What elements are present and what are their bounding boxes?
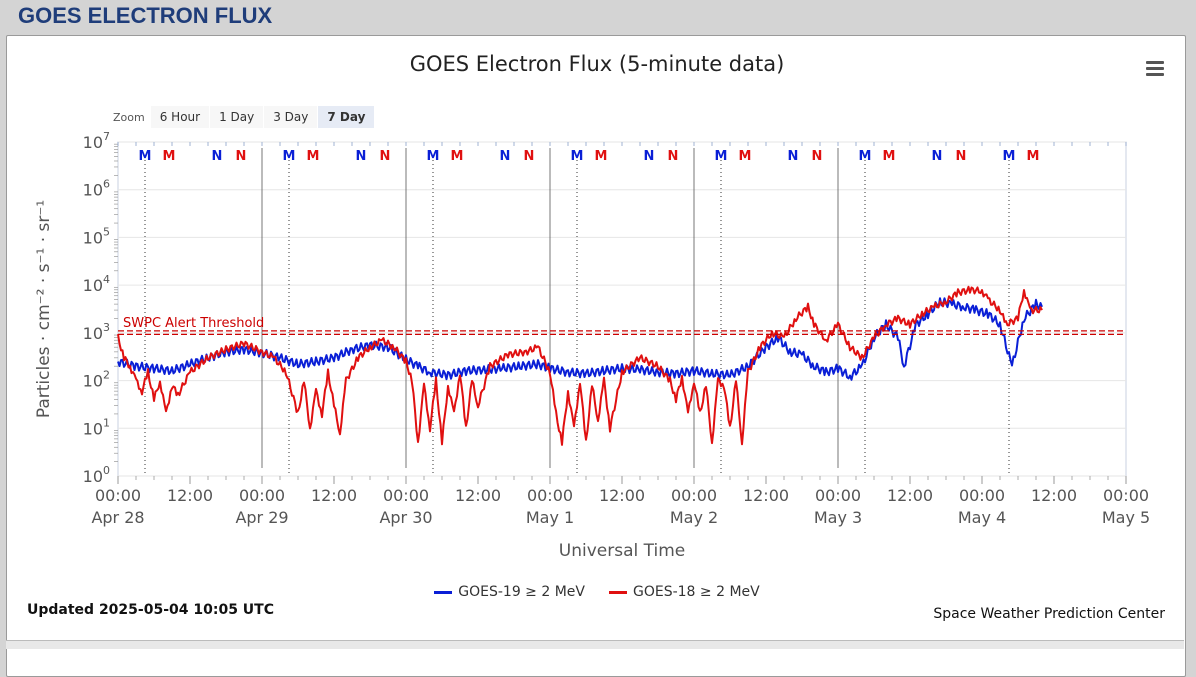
- x-tick-time-label: 00:00: [95, 486, 141, 505]
- hamburger-menu-icon[interactable]: [1146, 61, 1164, 76]
- y-tick-label: 107: [83, 130, 110, 152]
- updated-timestamp: Updated 2025-05-04 10:05 UTC: [27, 602, 274, 618]
- x-tick-time-label: 00:00: [1103, 486, 1149, 505]
- meridian-marker: N: [356, 149, 367, 164]
- x-tick-time-label: 00:00: [527, 486, 573, 505]
- x-tick-time-label: 12:00: [743, 486, 789, 505]
- chart-title: GOES Electron Flux (5-minute data): [409, 52, 785, 76]
- meridian-marker: M: [451, 149, 464, 164]
- y-tick-label: 106: [83, 178, 110, 200]
- page-title: GOES ELECTRON FLUX: [18, 3, 273, 28]
- meridian-marker: M: [571, 149, 584, 164]
- zoom-controls: Zoom 6 Hour 1 Day 3 Day 7 Day: [113, 105, 375, 129]
- x-tick-time-label: 12:00: [1031, 486, 1077, 505]
- meridian-marker: N: [236, 149, 247, 164]
- x-tick-date-label: Apr 28: [91, 508, 144, 527]
- y-axis-title: Particles · cm⁻² · s⁻¹ · sr⁻¹: [34, 200, 54, 418]
- x-tick-date-label: Apr 29: [235, 508, 288, 527]
- y-tick-label: 104: [83, 273, 110, 295]
- x-tick-time-label: 00:00: [671, 486, 717, 505]
- zoom-3-day-button[interactable]: 3 Day: [264, 106, 318, 128]
- x-tick-time-label: 12:00: [167, 486, 213, 505]
- x-tick-date-label: May 4: [958, 508, 1006, 527]
- meridian-marker: M: [883, 149, 896, 164]
- chart-panel: GOES Electron Flux (5-minute data) Zoom …: [6, 35, 1186, 677]
- meridian-marker: N: [932, 149, 943, 164]
- threshold-label: SWPC Alert Threshold: [123, 316, 264, 331]
- series-line-goes19: [117, 297, 1043, 381]
- meridian-marker: N: [212, 149, 223, 164]
- y-tick-label: 102: [83, 369, 110, 391]
- meridian-marker: N: [812, 149, 823, 164]
- legend-label-goes19: GOES-19 ≥ 2 MeV: [458, 584, 585, 600]
- meridian-marker: M: [283, 149, 296, 164]
- y-tick-label: 105: [83, 225, 110, 247]
- x-tick-date-label: May 1: [526, 508, 574, 527]
- zoom-7-day-button[interactable]: 7 Day: [318, 106, 375, 128]
- x-tick-date-label: May 5: [1102, 508, 1150, 527]
- x-tick-time-label: 00:00: [239, 486, 285, 505]
- meridian-marker: M: [307, 149, 320, 164]
- x-tick-time-label: 12:00: [887, 486, 933, 505]
- x-tick-time-label: 12:00: [311, 486, 357, 505]
- meridian-marker: M: [859, 149, 872, 164]
- x-tick-date-label: May 2: [670, 508, 718, 527]
- zoom-6-hour-button[interactable]: 6 Hour: [150, 106, 210, 128]
- meridian-marker: M: [163, 149, 176, 164]
- x-tick-time-label: 12:00: [599, 486, 645, 505]
- meridian-marker: N: [956, 149, 967, 164]
- series-line-goes18: [117, 285, 1043, 446]
- meridian-marker: M: [139, 149, 152, 164]
- legend-item-goes19[interactable]: GOES-19 ≥ 2 MeV: [434, 584, 585, 600]
- meridian-marker: M: [1003, 149, 1016, 164]
- y-tick-label: 103: [83, 321, 110, 343]
- legend: GOES-19 ≥ 2 MeV GOES-18 ≥ 2 MeV: [7, 584, 1187, 600]
- meridian-marker: N: [644, 149, 655, 164]
- x-tick-time-label: 00:00: [959, 486, 1005, 505]
- meridian-marker: M: [715, 149, 728, 164]
- y-tick-label: 101: [83, 416, 110, 438]
- meridian-marker: N: [500, 149, 511, 164]
- meridian-marker: M: [427, 149, 440, 164]
- meridian-marker: M: [739, 149, 752, 164]
- legend-item-goes18[interactable]: GOES-18 ≥ 2 MeV: [609, 584, 760, 600]
- page-header: GOES ELECTRON FLUX: [0, 0, 1196, 34]
- legend-swatch-goes18: [609, 590, 627, 594]
- x-tick-time-label: 12:00: [455, 486, 501, 505]
- x-tick-date-label: May 3: [814, 508, 862, 527]
- footer-bar: [6, 640, 1184, 649]
- meridian-marker: N: [524, 149, 535, 164]
- legend-swatch-goes19: [434, 590, 453, 594]
- legend-label-goes18: GOES-18 ≥ 2 MeV: [633, 584, 760, 600]
- x-tick-time-label: 00:00: [815, 486, 861, 505]
- meridian-marker: M: [1027, 149, 1040, 164]
- x-tick-date-label: Apr 30: [379, 508, 432, 527]
- x-tick-time-label: 00:00: [383, 486, 429, 505]
- zoom-1-day-button[interactable]: 1 Day: [210, 106, 264, 128]
- zoom-label: Zoom: [113, 110, 145, 124]
- meridian-marker: N: [380, 149, 391, 164]
- x-axis-title: Universal Time: [559, 541, 685, 561]
- meridian-marker: N: [668, 149, 679, 164]
- y-tick-label: 100: [83, 464, 110, 486]
- meridian-marker: M: [595, 149, 608, 164]
- meridian-marker: N: [788, 149, 799, 164]
- credit-label: Space Weather Prediction Center: [933, 606, 1165, 622]
